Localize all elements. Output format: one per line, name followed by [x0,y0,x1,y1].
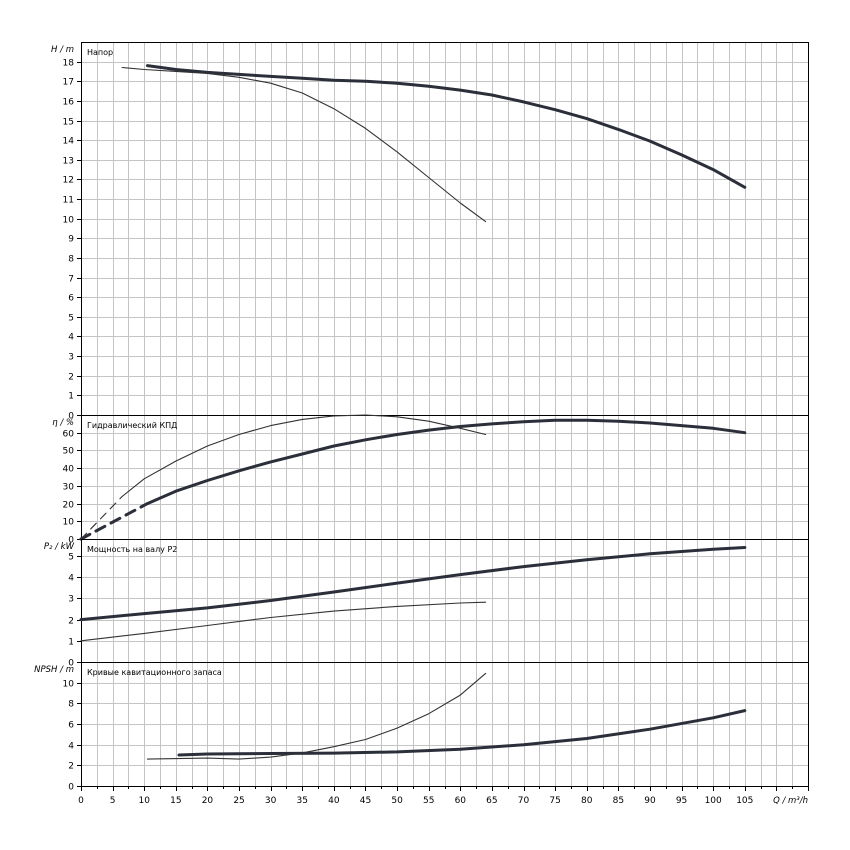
y-tick-label: 9 [68,235,74,245]
curve-thick [177,709,747,757]
x-tick-label: 95 [676,796,687,806]
x-tick-label: 85 [613,796,624,806]
y-tick-label: 1 [68,392,74,402]
y-tick-label: 4 [68,574,74,584]
x-tick-label: 40 [328,796,340,806]
x-tick-label: 90 [644,796,656,806]
x-tick-label: 100 [705,796,722,806]
x-tick-label: 15 [170,796,181,806]
panel-efficiency: 0 10 20 30 40 50 60 η / % Гидравлический КПД [52,414,809,546]
y-tick-label: 7 [68,275,74,285]
x-tick-label: 20 [202,796,214,806]
curve-thick [145,64,747,189]
x-tick-label: 45 [360,796,371,806]
y-tick-label: 10 [63,216,75,226]
y-tick-label: 3 [68,595,74,605]
y-tick-label: 15 [63,118,74,128]
curve-thin [80,601,487,642]
y-tick-label: 0 [68,659,74,669]
y-tick-label: 2 [68,617,74,627]
x-axis-label: Q / m³/h [773,796,808,806]
y-axis-label: P₂ / kW [44,542,75,552]
y-tick-label: 40 [63,465,75,475]
y-tick-label: 60 [63,430,75,440]
x-tick-label: 25 [233,796,244,806]
curve-thick [79,546,747,622]
y-tick-label: 2 [68,373,74,383]
y-axis-label: η / % [52,418,74,428]
y-tick-label: 5 [68,314,74,324]
y-tick-label: 17 [63,78,74,88]
x-tick-label: 65 [486,796,497,806]
panel-title: Гидравлический КПД [87,421,177,430]
y-tick-label: 3 [68,353,74,363]
x-tick-label: 105 [736,796,753,806]
y-tick-label: 16 [63,98,75,108]
x-tick-label: 30 [265,796,277,806]
x-tick-label: 10 [138,796,150,806]
y-tick-label: 20 [63,501,75,511]
curve-thin [121,66,487,223]
y-tick-label: 2 [68,762,74,772]
curve-thin [146,672,487,760]
y-tick-label: 30 [63,483,75,493]
y-tick-label: 6 [68,721,74,731]
x-tick-label: 0 [78,796,84,806]
y-tick-label: 11 [63,196,74,206]
y-tick-label: 0 [68,783,74,793]
curve-thin-dashed [80,495,123,540]
x-tick-label: 75 [549,796,560,806]
y-tick-label: 4 [68,742,74,752]
y-tick-label: 0 [68,412,74,422]
panel-title: Кривые кавитационного запаса [87,668,222,677]
y-tick-label: 4 [68,333,74,343]
y-axis-label: H / m [51,45,74,55]
x-axis: 0 5 10 15 20 25 30 35 40 45 50 55 60 65 70 75 80 85 90 95 10… [78,786,809,806]
y-tick-label: 1 [68,638,74,648]
panel-npsh: 0 2 4 6 8 10 NPSH / m Кривые кавитационного зап… [34,662,809,793]
y-tick-label: 8 [68,255,74,265]
x-tick-label: 70 [518,796,530,806]
y-tick-label: 12 [63,176,74,186]
y-tick-label: 18 [63,59,75,69]
panel-power: 0 1 2 3 4 5P₂ / kW Мощность на валу P2 [44,539,809,669]
y-tick-label: 10 [63,518,75,528]
y-tick-label: 50 [63,447,75,457]
y-tick-label: 5 [68,553,74,563]
y-tick-label: 10 [63,680,75,690]
curve-thin [121,414,487,498]
y-tick-label: 8 [68,700,74,710]
x-tick-label: 35 [297,796,308,806]
y-tick-label: 13 [63,157,74,167]
x-tick-label: 50 [391,796,403,806]
y-axis-label: NPSH / m [34,665,74,675]
y-tick-label: 6 [68,294,74,304]
curve-thick-dashed [79,502,149,541]
x-tick-label: 80 [581,796,593,806]
x-tick-label: 60 [455,796,467,806]
x-tick-label: 55 [423,796,434,806]
panel-title: Напор [87,48,113,57]
curve-thick [145,418,747,506]
y-tick-label: 14 [63,137,75,147]
y-tick-label: 0 [68,536,74,546]
x-tick-label: 5 [110,796,116,806]
panel-title: Мощность на валу P2 [87,545,177,554]
